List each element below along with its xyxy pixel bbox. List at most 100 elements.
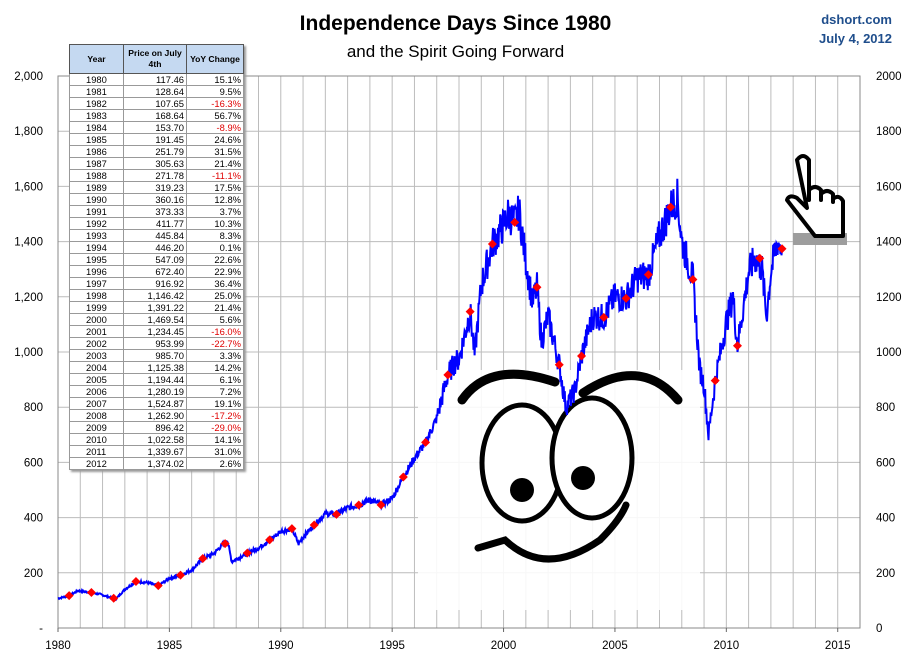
price-cell: 1,262.90: [123, 409, 187, 422]
smiley-face-illustration: [418, 369, 700, 610]
year-cell: 2008: [69, 409, 124, 422]
july4-markers: [64, 202, 787, 603]
july4-marker: [710, 376, 720, 386]
table-row: 2009 896.42 -29.0%: [69, 421, 244, 434]
table-row: 1986 251.79 31.5%: [69, 145, 244, 158]
year-cell: 2006: [69, 385, 124, 398]
y-tick-label-left: 600: [24, 457, 43, 469]
price-cell: 153.70: [123, 121, 187, 134]
july4-marker: [354, 500, 364, 510]
year-cell: 1994: [69, 241, 124, 254]
price-cell: 985.70: [123, 349, 187, 362]
x-tick-label: 2005: [602, 640, 628, 652]
change-cell: -29.0%: [186, 421, 244, 434]
year-cell: 1998: [69, 289, 124, 302]
year-cell: 1980: [69, 73, 124, 86]
x-tick-label: 1980: [45, 640, 71, 652]
price-cell: 191.45: [123, 133, 187, 146]
price-cell: 128.64: [123, 85, 187, 98]
table-row: 1998 1,146.42 25.0%: [69, 289, 244, 302]
july4-marker: [732, 341, 742, 351]
price-cell: 1,125.38: [123, 361, 187, 374]
change-cell: 14.1%: [186, 433, 244, 446]
y-tick-label-left: -: [39, 623, 43, 635]
x-tick-label: 2000: [491, 640, 517, 652]
july4-marker: [577, 351, 587, 361]
change-cell: 21.4%: [186, 301, 244, 314]
chart-title: Independence Days Since 1980: [299, 12, 612, 35]
year-cell: 1985: [69, 133, 124, 146]
y-tick-label-left: 1,400: [14, 237, 43, 249]
july4-marker: [153, 581, 163, 591]
table-row: 2002 953.99 -22.7%: [69, 337, 244, 350]
chart-subtitle: and the Spirit Going Forward: [346, 42, 565, 61]
price-cell: 107.65: [123, 97, 187, 110]
y-tick-label-right: 1600: [876, 181, 902, 193]
year-cell: 1983: [69, 109, 124, 122]
table-header-row: Year Price on July 4th YoY Change: [69, 44, 244, 74]
price-cell: 953.99: [123, 337, 187, 350]
change-cell: -16.3%: [186, 97, 244, 110]
price-cell: 1,374.02: [123, 457, 187, 470]
july4-marker: [621, 293, 631, 303]
change-cell: 24.6%: [186, 133, 244, 146]
year-cell: 1996: [69, 265, 124, 278]
y-tick-label-left: 1,600: [14, 181, 43, 193]
x-tick-label: 1990: [268, 640, 294, 652]
july4-marker: [265, 535, 275, 545]
price-cell: 1,022.58: [123, 433, 187, 446]
source-label: dshort.com: [821, 12, 892, 27]
july4-marker: [554, 360, 564, 370]
table-row: 2011 1,339.67 31.0%: [69, 445, 244, 458]
change-cell: -8.9%: [186, 121, 244, 134]
y-tick-label-right: 1000: [876, 347, 902, 359]
y-tick-label-left: 1,800: [14, 126, 43, 138]
year-cell: 1991: [69, 205, 124, 218]
year-cell: 1995: [69, 253, 124, 266]
july4-marker: [510, 217, 520, 227]
year-cell: 1987: [69, 157, 124, 170]
y-tick-label-right: 400: [876, 513, 895, 525]
y-tick-label-right: 1200: [876, 292, 902, 304]
table-row: 2007 1,524.87 19.1%: [69, 397, 244, 410]
year-cell: 2003: [69, 349, 124, 362]
year-cell: 1999: [69, 301, 124, 314]
price-cell: 916.92: [123, 277, 187, 290]
table-row: 2003 985.70 3.3%: [69, 349, 244, 362]
pointing-hand-icon: [785, 154, 847, 245]
table-row: 2000 1,469.54 5.6%: [69, 313, 244, 326]
table-row: 2004 1,125.38 14.2%: [69, 361, 244, 374]
table-row: 2001 1,234.45 -16.0%: [69, 325, 244, 338]
july4-marker: [755, 253, 765, 263]
year-cell: 1981: [69, 85, 124, 98]
july4-marker: [599, 312, 609, 322]
table-row: 1993 445.84 8.3%: [69, 229, 244, 242]
header-price: Price on July 4th: [123, 44, 187, 74]
header-year: Year: [69, 44, 124, 74]
change-cell: 7.2%: [186, 385, 244, 398]
year-cell: 2009: [69, 421, 124, 434]
year-cell: 2001: [69, 325, 124, 338]
change-cell: 14.2%: [186, 361, 244, 374]
year-cell: 1993: [69, 229, 124, 242]
july4-marker: [242, 548, 252, 558]
y-tick-label-left: 400: [24, 513, 43, 525]
table-row: 1985 191.45 24.6%: [69, 133, 244, 146]
change-cell: 31.0%: [186, 445, 244, 458]
change-cell: 0.1%: [186, 241, 244, 254]
year-cell: 2012: [69, 457, 124, 470]
price-cell: 1,391.22: [123, 301, 187, 314]
table-row: 1988 271.78 -11.1%: [69, 169, 244, 182]
change-cell: 6.1%: [186, 373, 244, 386]
year-cell: 2010: [69, 433, 124, 446]
change-cell: 25.0%: [186, 289, 244, 302]
price-cell: 1,234.45: [123, 325, 187, 338]
date-label: July 4, 2012: [819, 31, 892, 46]
july4-marker: [666, 202, 676, 212]
year-cell: 2005: [69, 373, 124, 386]
change-cell: 12.8%: [186, 193, 244, 206]
change-cell: 17.5%: [186, 181, 244, 194]
july4-marker: [220, 539, 230, 549]
price-cell: 1,469.54: [123, 313, 187, 326]
